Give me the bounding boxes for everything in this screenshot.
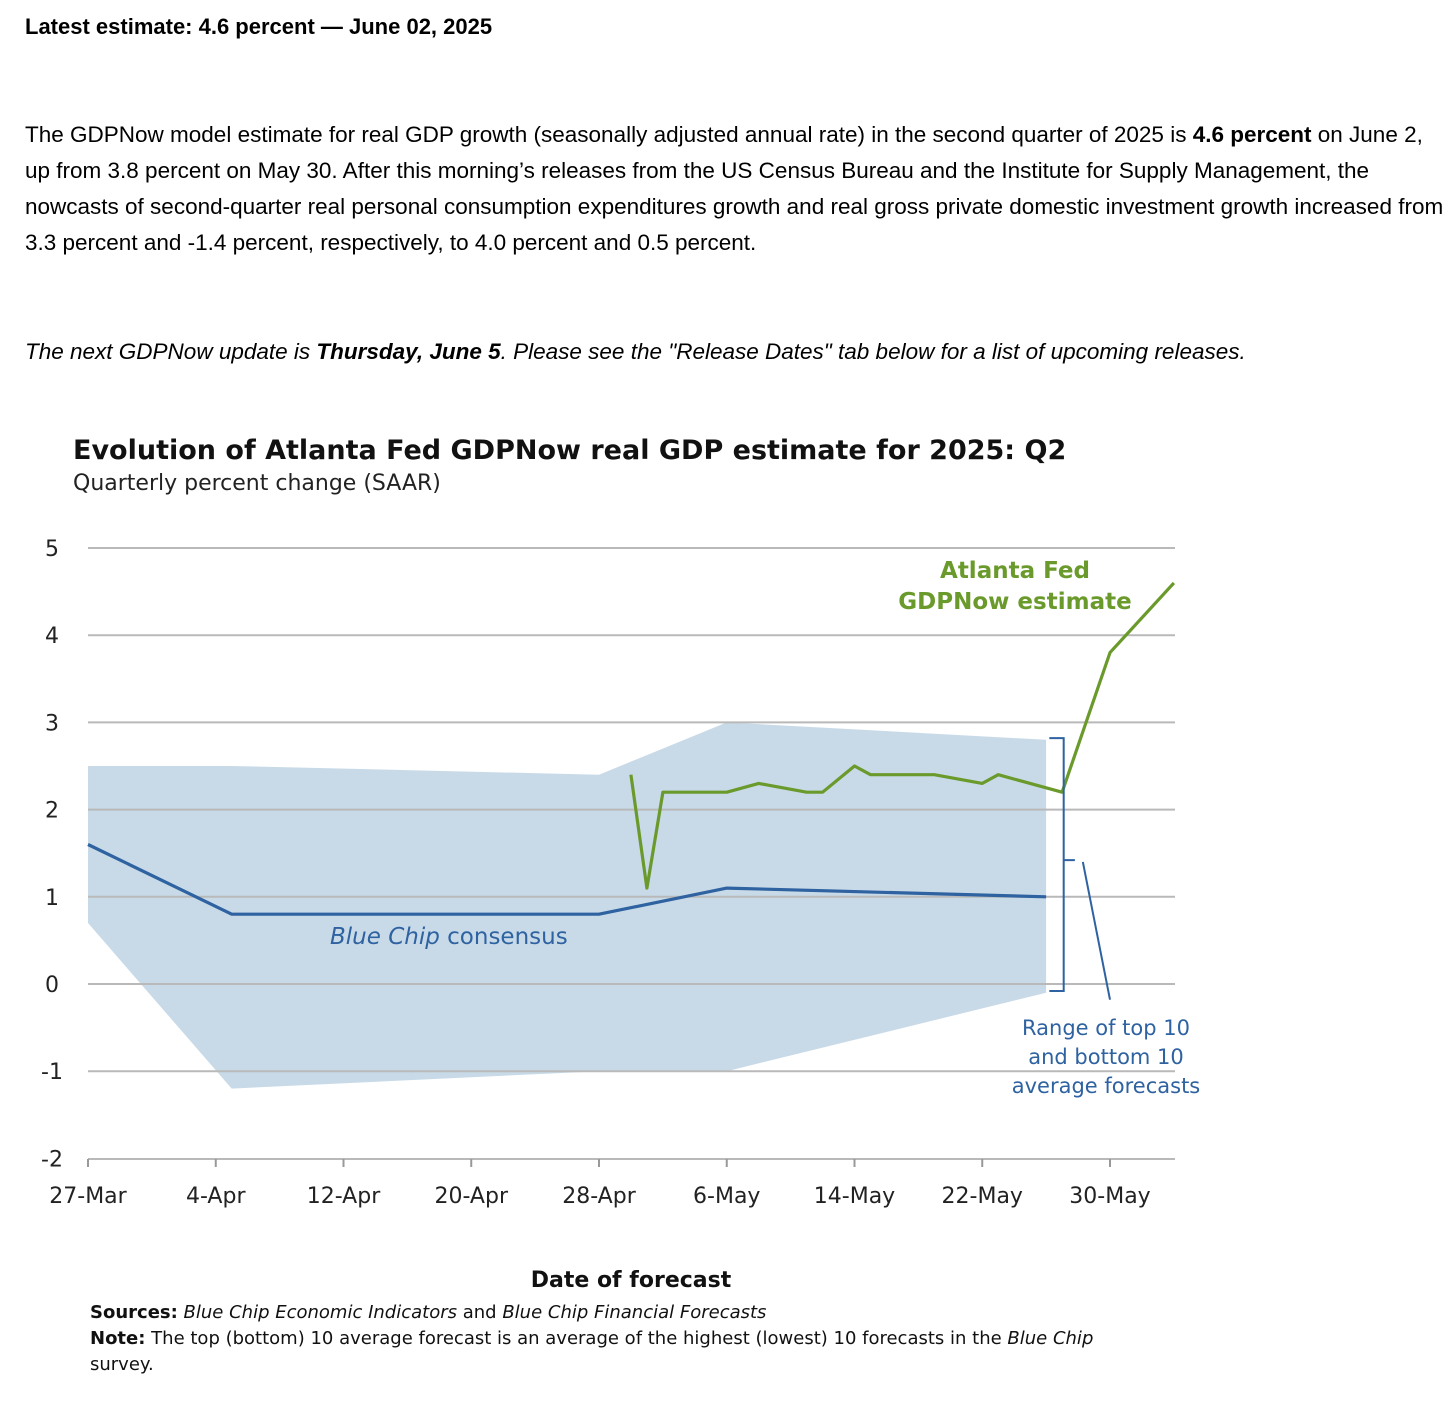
range-band-label: and bottom 10 (1028, 1045, 1184, 1069)
gdpnow-series-label: Atlanta Fed (940, 558, 1090, 584)
headline: Latest estimate: 4.6 percent — June 02, … (25, 14, 493, 39)
blue-chip-label-italic: Blue Chip (330, 924, 440, 950)
gdpnow-series-label: GDPNow estimate (898, 589, 1131, 615)
x-tick-label: 22-May (942, 1184, 1023, 1209)
x-tick-label: 4-Apr (186, 1184, 246, 1209)
sources-ref-1: Blue Chip Economic Indicators (183, 1302, 458, 1323)
x-tick-label: 28-Apr (562, 1184, 636, 1209)
summary-paragraph: The GDPNow model estimate for real GDP g… (25, 117, 1445, 261)
note-text-2: survey. (90, 1354, 154, 1375)
x-tick-label: 12-Apr (307, 1184, 381, 1209)
sources-ref-2: Blue Chip Financial Forecasts (502, 1302, 767, 1323)
next-update-date: Thursday, June 5 (316, 339, 501, 364)
gdpnow-estimate-line (629, 581, 1176, 890)
range-band-area (88, 722, 1047, 1089)
y-tick-label: 1 (45, 886, 59, 911)
chart-title: Evolution of Atlanta Fed GDPNow real GDP… (73, 435, 1066, 466)
y-tick-label: 4 (45, 624, 59, 649)
summary-text-1: The GDPNow model estimate for real GDP g… (25, 122, 1193, 147)
y-tick-label: -1 (41, 1060, 63, 1085)
next-update-text-2: . Please see the "Release Dates" tab bel… (500, 339, 1246, 364)
y-tick-label: 2 (45, 799, 59, 824)
note-line: Note: The top (bottom) 10 average foreca… (90, 1326, 1120, 1378)
blue-chip-consensus-line (87, 843, 1047, 916)
blue-chip-series-label: Blue Chip consensus (330, 924, 568, 950)
range-leader-line (1081, 861, 1111, 1000)
range-band-label: Range of top 10 (1022, 1016, 1190, 1040)
x-axis-title: Date of forecast (531, 1268, 732, 1293)
chart-subtitle: Quarterly percent change (SAAR) (73, 471, 441, 496)
range-bracket (1049, 737, 1075, 992)
sources-label: Sources: (90, 1302, 178, 1323)
blue-chip-label-rest: consensus (440, 924, 568, 950)
summary-text-2: on June 2, up from 3.8 percent on May 30… (25, 122, 1444, 255)
next-update-text-1: The next GDPNow update is (25, 339, 317, 364)
sources-and: and (457, 1302, 503, 1323)
y-tick-label: 3 (45, 711, 59, 736)
next-update-note: The next GDPNow update is Thursday, June… (25, 336, 1445, 368)
x-tick-label: 6-May (693, 1184, 760, 1209)
y-tick-label: -2 (41, 1147, 63, 1172)
plot-area: 5 4 3 2 1 0 -1 -2 27-Mar 4-Apr 12-Apr 20-Apr 28-Apr 6… (41, 537, 1200, 1209)
x-tick-label: 14-May (814, 1184, 895, 1209)
note-italic: Blue Chip (1007, 1328, 1094, 1349)
y-tick-label: 0 (45, 973, 59, 998)
range-band-label: average forecasts (1012, 1074, 1201, 1098)
note-label: Note: (90, 1328, 146, 1349)
note-text-1: The top (bottom) 10 average forecast is … (145, 1328, 1008, 1349)
sources-line: Sources: Blue Chip Economic Indicators a… (90, 1300, 1120, 1326)
y-tick-label: 5 (45, 537, 59, 562)
chart-footer: Sources: Blue Chip Economic Indicators a… (90, 1300, 1120, 1378)
gdpnow-chart: Evolution of Atlanta Fed GDPNow real GDP… (41, 435, 1200, 1293)
x-tick-label: 30-May (1069, 1184, 1150, 1209)
x-tick-label: 27-Mar (49, 1184, 127, 1209)
summary-estimate-bold: 4.6 percent (1192, 122, 1312, 147)
x-tick-label: 20-Apr (434, 1184, 508, 1209)
